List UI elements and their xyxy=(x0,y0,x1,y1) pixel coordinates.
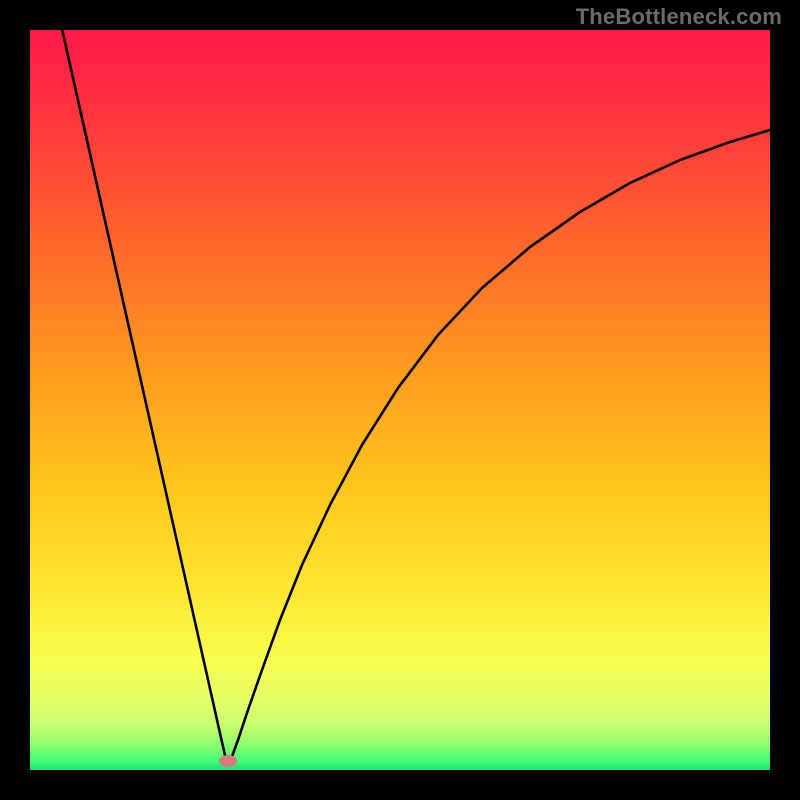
watermark-text: TheBottleneck.com xyxy=(576,4,782,30)
curve-layer xyxy=(30,30,770,770)
minimum-marker xyxy=(219,755,237,767)
plot-area xyxy=(30,30,770,770)
chart-frame: TheBottleneck.com xyxy=(0,0,800,800)
bottleneck-curve xyxy=(60,30,770,762)
